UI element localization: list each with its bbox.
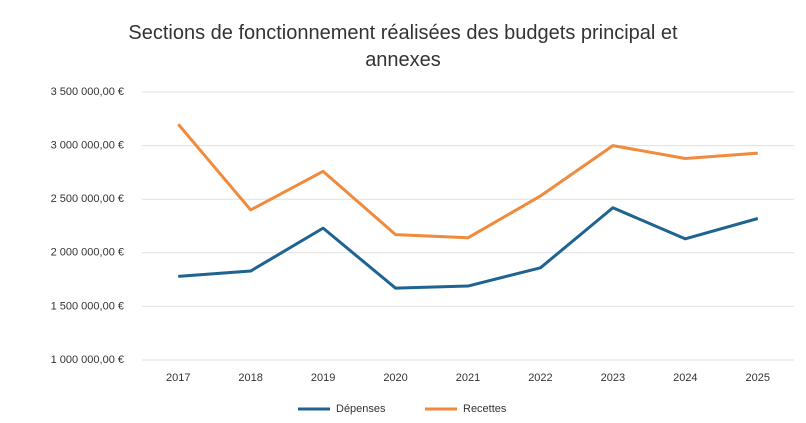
x-tick-label: 2018 [238, 372, 262, 384]
y-tick-label: 3 000 000,00 € [51, 140, 124, 152]
x-tick-label: 2025 [746, 372, 770, 384]
y-tick-label: 2 500 000,00 € [51, 193, 124, 205]
y-tick-label: 2 000 000,00 € [51, 247, 124, 259]
x-tick-label: 2020 [383, 372, 407, 384]
x-tick-label: 2019 [311, 372, 335, 384]
y-tick-label: 1 500 000,00 € [51, 300, 124, 312]
chart-title: Sections de fonctionnement réalisées des… [128, 22, 678, 71]
legend-label: Dépenses [336, 403, 386, 415]
y-tick-label: 3 500 000,00 € [51, 86, 124, 98]
x-tick-label: 2024 [673, 372, 697, 384]
line-series [178, 206, 759, 290]
legend-label: Recettes [463, 403, 507, 415]
x-tick-label: 2017 [166, 372, 190, 384]
x-tick-label: 2022 [528, 372, 552, 384]
x-tick-label: 2023 [601, 372, 625, 384]
line-series [177, 123, 758, 240]
y-tick-label: 1 000 000,00 € [51, 354, 124, 366]
x-tick-label: 2021 [456, 372, 480, 384]
